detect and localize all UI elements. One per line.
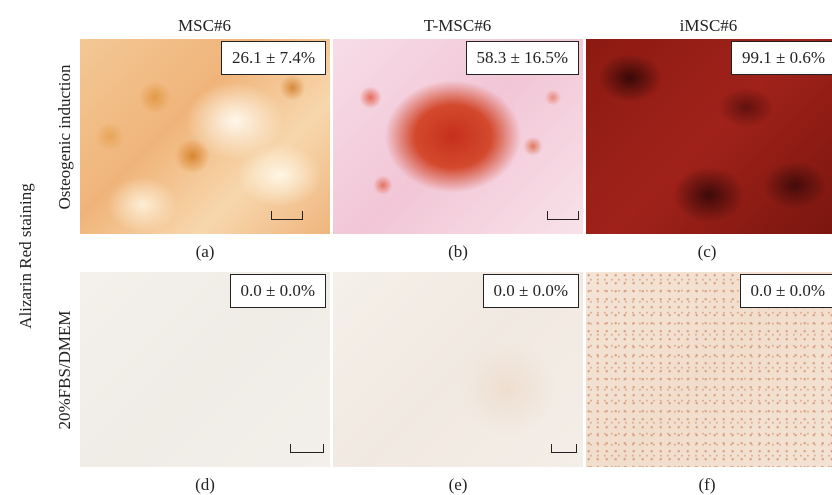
column-header-imsc: iMSC#6 [586, 16, 831, 36]
stat-box-f: 0.0 ± 0.0% [740, 274, 832, 308]
stat-box-e: 0.0 ± 0.0% [483, 274, 580, 308]
column-header-tmsc: T-MSC#6 [335, 16, 580, 36]
stat-box-b: 58.3 ± 16.5% [466, 41, 580, 75]
micrograph-f: 0.0 ± 0.0% [586, 272, 832, 467]
stat-box-d: 0.0 ± 0.0% [230, 274, 327, 308]
micrograph-c: 99.1 ± 0.6% [586, 39, 832, 234]
micrograph-d: 0.0 ± 0.0% [80, 272, 330, 467]
panel-label-d: (d) [80, 475, 330, 495]
panel-label-e: (e) [333, 475, 583, 495]
stat-box-a: 26.1 ± 7.4% [221, 41, 326, 75]
stat-box-c: 99.1 ± 0.6% [731, 41, 832, 75]
panel-label-a: (a) [80, 242, 330, 262]
column-header-msc: MSC#6 [82, 16, 327, 36]
panel-label-c: (c) [582, 242, 832, 262]
row-label-control: 20%FBS/DMEM [55, 310, 75, 429]
scale-bar-b [547, 211, 579, 220]
y-axis-label: Alizarin Red staining [16, 183, 36, 328]
scale-bar-d [290, 444, 324, 453]
micrograph-a: 26.1 ± 7.4% [80, 39, 330, 234]
micrograph-e: 0.0 ± 0.0% [333, 272, 583, 467]
micrograph-b: 58.3 ± 16.5% [333, 39, 583, 234]
row-label-osteogenic: Osteogenic induction [55, 65, 75, 210]
panel-label-b: (b) [333, 242, 583, 262]
panel-label-f: (f) [582, 475, 832, 495]
scale-bar-a [271, 211, 303, 220]
scale-bar-e [551, 444, 577, 453]
